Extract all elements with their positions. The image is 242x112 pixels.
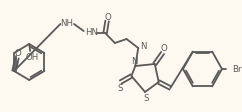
Text: N: N (140, 42, 147, 51)
Text: O: O (160, 44, 167, 53)
Text: S: S (117, 84, 122, 93)
Text: NH: NH (60, 19, 73, 28)
Text: HN: HN (85, 28, 98, 37)
Text: O: O (105, 12, 111, 21)
Text: Br: Br (232, 65, 241, 74)
Text: N: N (131, 57, 138, 66)
Text: O: O (15, 49, 21, 58)
Text: S: S (143, 94, 149, 103)
Text: OH: OH (25, 53, 39, 62)
